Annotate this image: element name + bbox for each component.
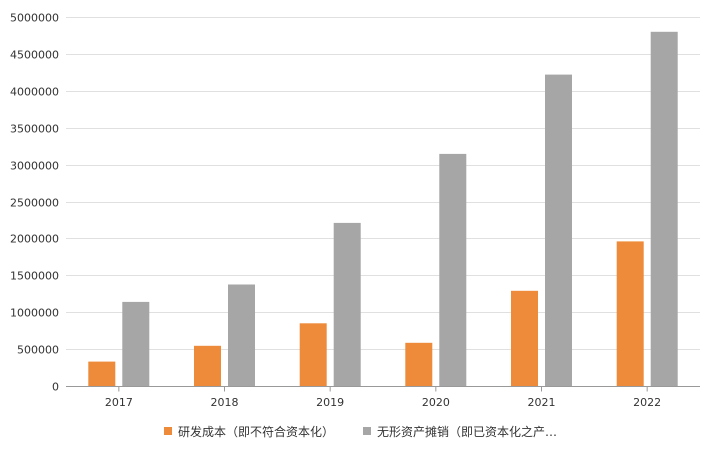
- y-tick-label: 0: [52, 381, 59, 394]
- x-tick-label: 2017: [105, 396, 133, 409]
- legend-swatch-series-2: [363, 427, 371, 435]
- legend-label-series-2: 无形资产摊销（即已资本化之产…: [377, 425, 557, 439]
- bar-series-2: [122, 301, 150, 386]
- y-tick-label: 2000000: [10, 233, 59, 246]
- bars: [88, 31, 678, 387]
- x-tick-label: 2019: [316, 396, 344, 409]
- y-tick-label: 2500000: [10, 197, 59, 210]
- x-tick-label: 2021: [528, 396, 556, 409]
- y-tick-label: 1000000: [10, 307, 59, 320]
- bar-series-1: [88, 361, 116, 386]
- bar-series-2: [650, 31, 678, 387]
- bar-series-2: [228, 284, 255, 386]
- y-axis-tick-labels: 0 500000 1000000 1500000 2000000 2500000 30000…: [10, 12, 59, 394]
- x-tick-label: 2018: [211, 396, 239, 409]
- y-tick-label: 3000000: [10, 160, 59, 173]
- y-tick-label: 1500000: [10, 270, 59, 283]
- bar-series-2: [333, 222, 361, 386]
- y-tick-label: 3500000: [10, 123, 59, 136]
- y-tick-label: 4500000: [10, 49, 59, 62]
- bar-series-2: [545, 74, 572, 386]
- x-tick-label: 2022: [633, 396, 661, 409]
- y-tick-label: 4000000: [10, 86, 59, 99]
- bar-series-1: [405, 342, 433, 386]
- legend-swatch-series-1: [164, 427, 172, 435]
- y-tick-label: 5000000: [10, 12, 59, 25]
- y-tick-label: 500000: [17, 344, 59, 357]
- legend: 研发成本（即不符合资本化） 无形资产摊销（即已资本化之产…: [164, 424, 557, 439]
- legend-label-series-1: 研发成本（即不符合资本化）: [178, 424, 334, 439]
- x-axis: 2017 2018 2019 2020 2021 2022: [66, 386, 700, 409]
- bar-series-1: [194, 345, 221, 386]
- bar-series-1: [616, 241, 644, 386]
- bar-series-1: [299, 323, 327, 386]
- grid-lines: [66, 17, 700, 350]
- bar-series-1: [511, 290, 538, 386]
- x-tick-label: 2020: [422, 396, 450, 409]
- bar-series-2: [439, 153, 467, 386]
